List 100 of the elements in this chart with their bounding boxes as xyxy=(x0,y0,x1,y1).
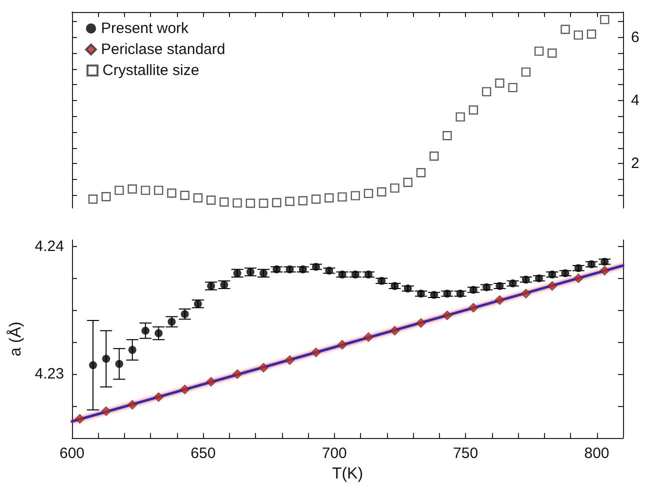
point xyxy=(206,195,216,205)
point xyxy=(232,198,242,208)
point xyxy=(468,302,478,313)
point xyxy=(167,188,176,198)
point xyxy=(600,14,610,24)
point xyxy=(75,414,85,424)
point xyxy=(416,168,426,178)
point xyxy=(298,196,308,206)
point xyxy=(429,152,439,161)
point xyxy=(114,186,124,195)
point xyxy=(154,329,163,338)
y2-tick-label: 6 xyxy=(631,28,640,46)
point xyxy=(285,196,294,206)
point xyxy=(364,270,372,278)
point xyxy=(574,30,583,40)
point xyxy=(561,269,570,278)
point xyxy=(588,260,596,268)
legend-label: Crystallite size xyxy=(102,62,200,79)
point xyxy=(154,186,164,195)
x-tick-label: 800 xyxy=(584,445,610,462)
x-tick-label: 600 xyxy=(59,445,85,462)
point xyxy=(154,392,164,402)
point xyxy=(534,46,544,56)
point xyxy=(416,318,426,328)
point xyxy=(115,360,124,368)
point xyxy=(232,369,242,379)
point xyxy=(377,187,386,196)
point xyxy=(521,288,531,298)
point xyxy=(548,270,556,278)
point xyxy=(547,281,557,291)
point xyxy=(390,282,399,290)
point xyxy=(220,280,228,289)
point xyxy=(206,376,216,387)
x-tick-label: 700 xyxy=(322,445,347,462)
point xyxy=(220,197,229,207)
point xyxy=(351,270,360,278)
point xyxy=(180,310,189,318)
point xyxy=(390,183,400,193)
point xyxy=(560,24,570,34)
y2-tick-label: 2 xyxy=(631,155,640,172)
point xyxy=(508,82,518,92)
point xyxy=(364,188,374,198)
point xyxy=(324,193,334,202)
point xyxy=(430,290,438,299)
point xyxy=(141,326,150,335)
point xyxy=(298,265,307,274)
point xyxy=(468,105,478,115)
point xyxy=(88,194,98,204)
legend-label: Present work xyxy=(101,20,190,37)
point xyxy=(574,264,582,272)
point xyxy=(89,361,97,370)
point xyxy=(443,290,452,298)
point xyxy=(102,192,111,202)
point xyxy=(272,265,281,274)
x-axis-title: T(K) xyxy=(332,466,364,482)
point xyxy=(246,268,254,276)
point xyxy=(246,198,256,208)
legend-label: Periclase standard xyxy=(101,41,226,58)
point xyxy=(284,355,295,365)
y2-tick-label: 4 xyxy=(631,92,640,110)
point xyxy=(258,198,268,208)
point xyxy=(548,48,557,58)
point xyxy=(180,190,190,200)
point xyxy=(272,198,282,208)
point xyxy=(495,78,504,88)
point xyxy=(404,284,412,293)
point xyxy=(193,193,203,202)
point xyxy=(128,346,136,354)
point xyxy=(364,332,374,342)
point xyxy=(338,192,347,202)
point xyxy=(258,362,268,373)
point xyxy=(403,178,412,187)
point xyxy=(233,269,242,278)
point xyxy=(494,295,504,305)
point xyxy=(350,191,360,200)
point xyxy=(180,384,190,394)
point xyxy=(508,279,517,288)
point xyxy=(378,276,386,285)
point xyxy=(128,400,138,410)
point xyxy=(338,270,346,278)
point xyxy=(442,131,452,140)
point xyxy=(456,290,464,298)
point xyxy=(535,274,544,282)
point xyxy=(311,194,321,204)
point xyxy=(522,276,530,284)
point xyxy=(456,112,465,122)
point xyxy=(140,186,150,195)
x-tick-label: 750 xyxy=(453,445,478,462)
point xyxy=(482,87,492,96)
y-tick-label: 4.23 xyxy=(34,366,64,383)
point xyxy=(416,290,425,298)
point xyxy=(260,269,268,278)
point xyxy=(586,30,596,39)
point xyxy=(469,286,478,294)
point xyxy=(574,274,584,284)
point xyxy=(101,406,111,416)
point xyxy=(207,282,216,290)
point xyxy=(442,310,452,320)
point xyxy=(390,326,400,336)
point xyxy=(337,340,348,350)
